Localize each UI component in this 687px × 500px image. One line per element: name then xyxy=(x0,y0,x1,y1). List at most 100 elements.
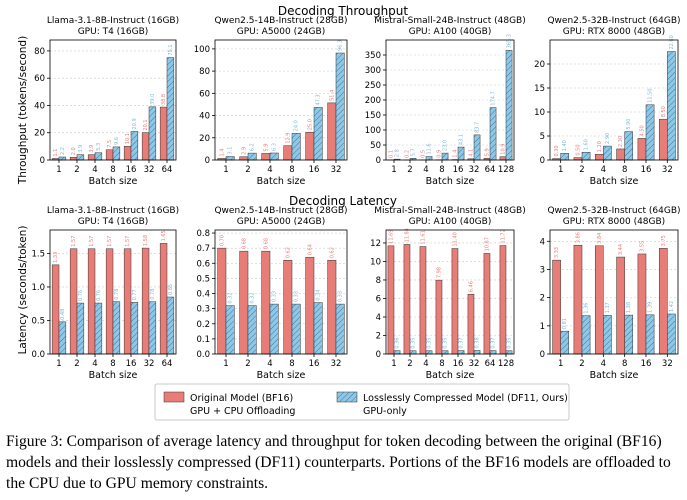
x-tick-label: 32 xyxy=(469,165,480,175)
x-tick-label: 4 xyxy=(423,359,428,369)
y-tick-label: 0.2 xyxy=(196,320,210,330)
bar-df11 xyxy=(58,156,67,161)
bar-bf16 xyxy=(467,293,475,355)
data-label-df11: 1.36 xyxy=(584,303,590,314)
axes-frame xyxy=(549,39,679,161)
bar-bf16 xyxy=(419,246,427,355)
bar-df11 xyxy=(457,350,465,355)
axes-frame xyxy=(214,39,348,161)
data-label-bf16: 12.9 xyxy=(285,133,291,144)
bar-df11 xyxy=(425,156,433,161)
bar-df11 xyxy=(225,156,235,161)
data-label-bf16: 0.5 xyxy=(420,150,426,158)
bar-bf16 xyxy=(573,244,583,355)
x-tick-label: 16 xyxy=(126,165,137,175)
x-axis-label: Batch size xyxy=(590,370,639,381)
x-tick-label: 32 xyxy=(469,359,480,369)
data-label-df11: 24.0 xyxy=(294,120,300,131)
bar-df11 xyxy=(148,106,157,161)
data-label-bf16: 1.33 xyxy=(53,252,59,263)
panel-title: Qwen2.5-14B-Instruct (28GB) xyxy=(214,206,347,216)
y-tick-label: 150 xyxy=(365,111,381,121)
x-tick-label: 2 xyxy=(407,165,412,175)
data-label-bf16: 1.57 xyxy=(71,236,77,247)
throughput-y-axis-label: Throughput (tokens/second) xyxy=(17,36,29,185)
x-axis-label: Batch size xyxy=(590,176,639,187)
bar-bf16 xyxy=(239,156,249,161)
chart-panel-throughput-4: Qwen2.5-32B-Instruct (64GB)GPU: RTX 8000… xyxy=(534,16,680,187)
panel-subtitle: GPU: A5000 (24GB) xyxy=(237,217,325,227)
data-label-bf16: 4.1 xyxy=(468,149,474,157)
data-label-df11: 5.7 xyxy=(411,148,417,156)
bar-bf16 xyxy=(435,279,443,355)
data-label-bf16: 0.50 xyxy=(575,144,581,155)
bar-df11 xyxy=(473,134,481,161)
data-label-bf16: 2.0 xyxy=(71,147,77,155)
y-tick-label: 10 xyxy=(370,257,381,267)
data-label-df11: 11.6 xyxy=(427,143,433,154)
data-label-df11: 0.37 xyxy=(459,337,465,348)
y-tick-label: 12 xyxy=(370,239,381,249)
panel-subtitle: GPU: RTX 8000 (48GB) xyxy=(563,217,665,227)
data-label-bf16: 0.30 xyxy=(554,145,560,156)
bar-bf16 xyxy=(87,154,96,161)
x-tick-label: 1 xyxy=(223,165,228,175)
bar-bf16 xyxy=(594,153,604,161)
bar-bf16 xyxy=(141,132,150,161)
y-tick-label: 0 xyxy=(540,156,545,166)
bar-df11 xyxy=(581,315,591,355)
bar-df11 xyxy=(624,314,634,355)
bar-df11 xyxy=(247,305,257,355)
chart-panel-throughput-2: Qwen2.5-14B-Instruct (28GB)GPU: A5000 (2… xyxy=(194,16,348,187)
bar-df11 xyxy=(603,315,612,355)
y-tick-label: 1 xyxy=(540,322,545,332)
data-label-bf16: 3.33 xyxy=(554,247,560,258)
y-tick-label: 10 xyxy=(534,108,545,118)
panel-title: Qwen2.5-32B-Instruct (64GB) xyxy=(547,16,680,26)
bar-bf16 xyxy=(105,248,114,355)
bar-df11 xyxy=(560,153,570,161)
bar-bf16 xyxy=(159,243,168,355)
x-tick-label: 16 xyxy=(126,359,137,369)
legend-label-bf16-line2: GPU + CPU Offloading xyxy=(190,406,295,417)
data-label-df11: 11.50 xyxy=(648,88,654,102)
data-label-df11: 0.32 xyxy=(228,292,234,303)
data-label-df11: 0.38 xyxy=(475,337,481,348)
data-label-bf16: 2.9 xyxy=(241,147,247,155)
x-tick-label: 8 xyxy=(622,165,627,175)
data-label-df11: 0.37 xyxy=(491,337,497,348)
bar-df11 xyxy=(560,330,570,355)
bar-bf16 xyxy=(283,259,293,355)
data-label-df11: 365.3 xyxy=(507,34,513,48)
bar-df11 xyxy=(112,301,121,355)
bar-bf16 xyxy=(159,106,168,161)
bar-bf16 xyxy=(637,253,647,355)
panel-title: Mistral-Small-24B-Instruct (48GB) xyxy=(374,16,526,26)
x-tick-label: 1 xyxy=(223,359,228,369)
x-axis-label: Batch size xyxy=(426,370,475,381)
x-tick-label: 32 xyxy=(662,359,673,369)
bar-df11 xyxy=(269,152,279,161)
data-label-df11: 0.35 xyxy=(427,338,433,349)
panel-subtitle: GPU: A100 (40GB) xyxy=(409,27,492,37)
data-label-df11: 0.76 xyxy=(78,290,84,301)
axes-frame xyxy=(214,229,348,355)
data-label-df11: 0.85 xyxy=(168,284,174,295)
y-tick-label: 0.8 xyxy=(196,229,210,239)
data-label-df11: 0.35 xyxy=(507,338,513,349)
axes-frame xyxy=(385,229,515,355)
y-tick-label: 0 xyxy=(40,156,45,166)
bar-df11 xyxy=(313,302,323,355)
x-tick-label: 32 xyxy=(331,359,342,369)
latency-y-axis-label: Latency (seconds/token) xyxy=(17,226,29,355)
x-tick-label: 16 xyxy=(453,359,464,369)
panel-title: Mistral-Small-24B-Instruct (48GB) xyxy=(374,206,526,216)
y-tick-label: 0 xyxy=(376,350,381,360)
y-tick-label: 0.7 xyxy=(196,244,210,254)
y-tick-label: 80 xyxy=(199,67,210,77)
data-label-df11: 6.3 xyxy=(272,143,278,151)
bar-bf16 xyxy=(123,145,132,161)
x-tick-label: 32 xyxy=(144,359,155,369)
bar-df11 xyxy=(457,146,465,161)
bar-df11 xyxy=(291,133,301,161)
